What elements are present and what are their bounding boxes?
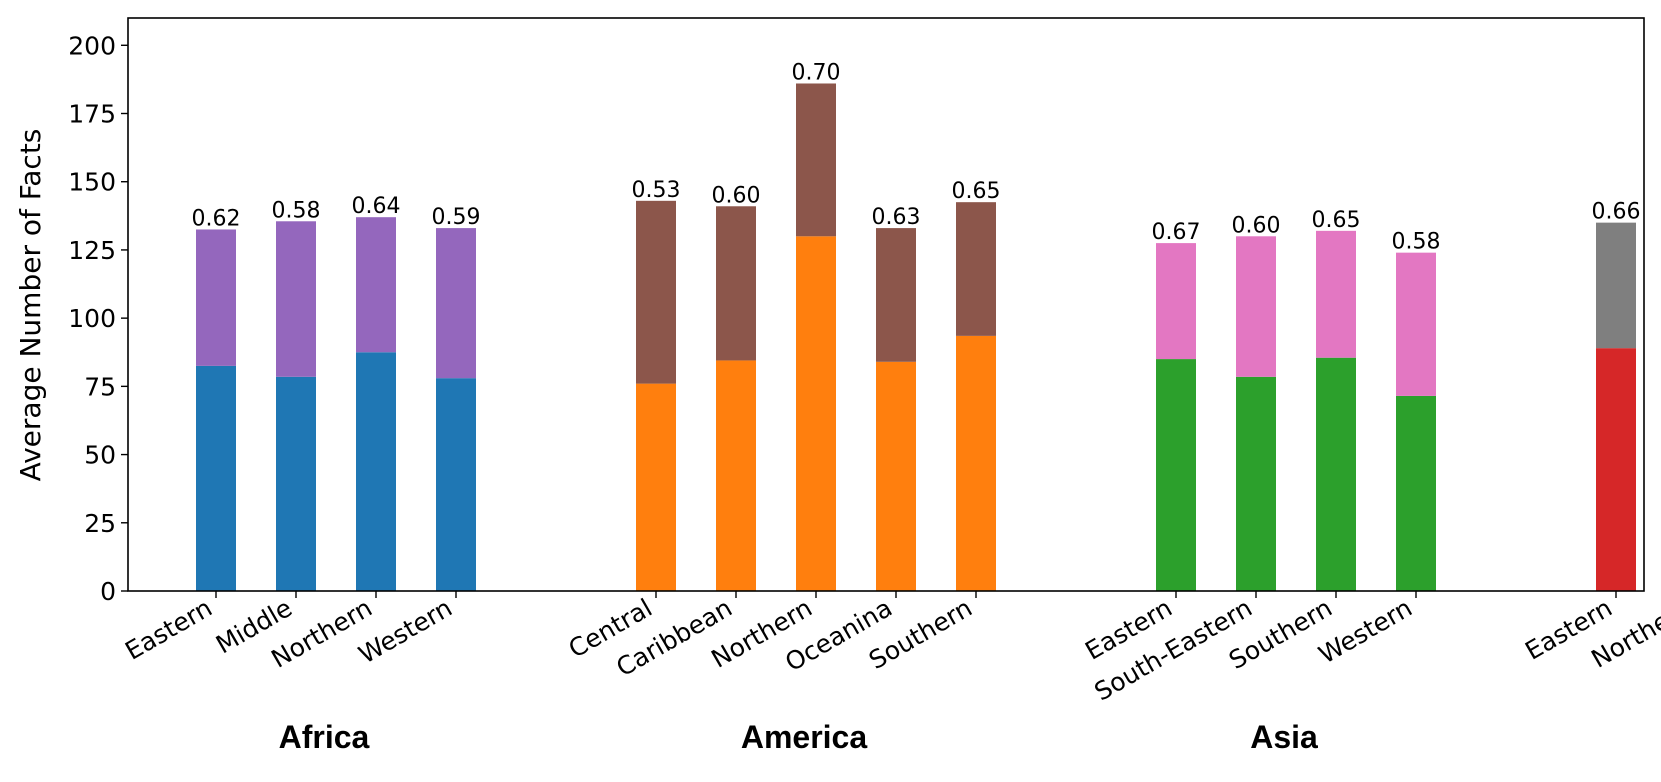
bar-bottom-segment [876,361,916,591]
bar-value-label: 0.60 [712,183,761,208]
y-tick-label: 125 [68,236,116,265]
bar-top-segment [876,228,916,362]
y-axis: 0 25 50 75 100 125 150 175 200 [68,31,128,606]
bar-top-segment [196,229,236,366]
group-label: America [741,719,868,755]
bar-value-label: 0.65 [952,179,1001,204]
bar-bottom-segment [196,365,236,591]
bar-bottom-segment [1316,357,1356,591]
bar-value-label: 0.58 [1392,230,1441,255]
bar-top-segment [1236,236,1276,377]
bar-bottom-segment [796,236,836,592]
bar-top-segment [276,221,316,377]
bar-top-segment [1596,222,1636,349]
bar-bottom-segment [1156,359,1196,591]
y-axis-label: Average Number of Facts [14,129,47,482]
bar-top-segment [796,83,836,237]
bar-top-segment [436,228,476,379]
bar-top-segment [1396,252,1436,396]
bar-bottom-segment [356,352,396,591]
bar-top-segment [716,206,756,361]
bar-value-label: 0.65 [1312,208,1361,233]
y-tick-label: 0 [100,577,116,606]
y-tick-label: 175 [68,100,116,129]
bar-value-label: 0.59 [432,205,481,230]
bar-value-label: 0.60 [1232,213,1281,238]
bar-bottom-segment [436,378,476,591]
y-tick-label: 200 [68,31,116,60]
bar-bottom-segment [716,360,756,591]
bar-top-segment [636,200,676,384]
bar-value-label: 0.58 [272,198,321,223]
group-labels: AfricaAmericaAsiaEurope [279,719,1318,755]
bar-bottom-segment [1396,395,1436,591]
group-label: Asia [1250,719,1318,755]
bar-value-label: 0.63 [872,205,921,230]
y-tick-label: 75 [84,372,116,401]
bar-bottom-segment [1596,348,1636,591]
bar-top-segment [956,202,996,336]
bar-value-label: 0.64 [352,194,401,219]
bars-layer [196,83,1636,592]
bar-top-segment [356,217,396,353]
y-tick-label: 50 [84,441,116,470]
bar-top-segment [1316,230,1356,358]
bar-top-segment [1156,243,1196,360]
y-tick-label: 25 [84,509,116,538]
group-label: Africa [279,719,370,755]
plot-frame [127,17,1645,592]
y-tick-label: 150 [68,168,116,197]
bar-value-label: 0.62 [192,206,241,231]
bar-value-label: 0.53 [632,178,681,203]
bar-bottom-segment [1236,376,1276,591]
bar-value-label: 0.67 [1152,220,1201,245]
bar-bottom-segment [276,376,316,591]
y-tick-label: 100 [68,304,116,333]
bar-value-label: 0.66 [1592,200,1641,225]
bar-value-label: 0.70 [792,60,841,85]
data-labels: 0.62 0.58 0.64 0.59 0.53 0.60 0.70 0.63 0.65 0.67… [192,60,1641,255]
bar-bottom-segment [636,383,676,591]
bar-bottom-segment [956,335,996,591]
